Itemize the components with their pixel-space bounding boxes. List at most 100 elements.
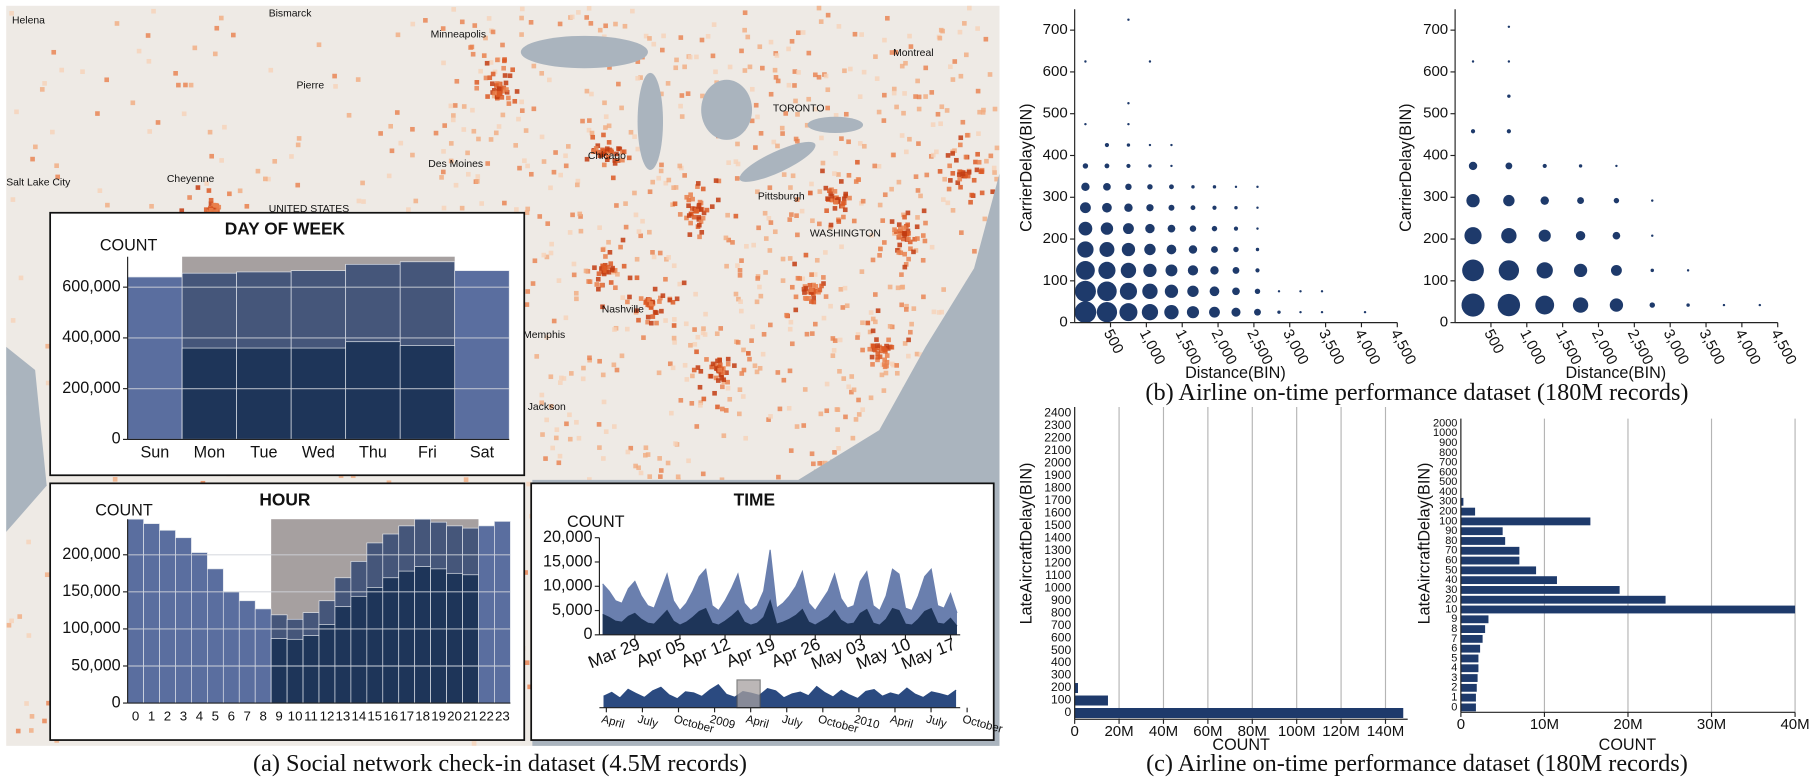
x-tick-label: 18 xyxy=(415,708,430,723)
heat-cell xyxy=(960,119,966,125)
heat-cell xyxy=(519,32,524,37)
heat-cell xyxy=(649,320,654,326)
heat-cell xyxy=(659,91,664,97)
heat-cell xyxy=(596,422,602,427)
heat-cell xyxy=(957,142,963,148)
heat-cell xyxy=(563,163,569,169)
heat-cell xyxy=(612,327,617,332)
heat-cell xyxy=(832,189,838,194)
heat-cell xyxy=(948,178,953,183)
bar xyxy=(1460,664,1479,673)
heat-cell xyxy=(633,212,639,218)
heat-cell xyxy=(916,141,921,146)
bubble xyxy=(1191,185,1195,189)
heat-cell xyxy=(206,188,212,193)
heat-cell xyxy=(510,67,515,73)
heat-cell xyxy=(994,145,1000,151)
heat-cell xyxy=(904,303,909,309)
bubble xyxy=(1758,303,1762,307)
heat-cell xyxy=(360,180,365,186)
heat-cell xyxy=(492,90,497,96)
heat-cell xyxy=(906,353,911,359)
bubble xyxy=(1141,304,1159,321)
heat-cell xyxy=(459,205,465,211)
heat-cell xyxy=(687,232,693,237)
heat-cell xyxy=(635,146,641,152)
bubble xyxy=(1212,205,1217,210)
heat-cell xyxy=(738,308,744,314)
heat-cell xyxy=(496,89,502,94)
heat-cell xyxy=(316,42,322,48)
heat-cell xyxy=(574,419,579,425)
heat-cell xyxy=(741,367,747,373)
heat-cell xyxy=(584,88,590,94)
heat-cell xyxy=(615,158,621,163)
heat-cell xyxy=(18,275,24,281)
heat-cell xyxy=(658,295,663,301)
heat-cell xyxy=(268,67,274,73)
heat-cell xyxy=(15,728,21,734)
heat-cell xyxy=(897,226,903,232)
heat-cell xyxy=(45,343,51,349)
heat-cell xyxy=(615,271,620,277)
heat-cell xyxy=(677,281,683,287)
heat-cell xyxy=(814,257,820,263)
heat-cell xyxy=(819,135,824,141)
heat-cell xyxy=(849,374,855,379)
heat-cell xyxy=(768,322,773,328)
bar xyxy=(236,347,292,440)
heat-cell xyxy=(652,286,658,292)
heat-cell xyxy=(608,148,614,154)
heat-cell xyxy=(565,144,571,149)
x-tick-label: 1,000 xyxy=(1136,326,1169,367)
heat-cell xyxy=(499,95,505,100)
x-tick-label: 3,000 xyxy=(1660,326,1693,367)
heat-cell xyxy=(875,351,881,356)
heat-cell xyxy=(723,408,729,413)
heat-cell xyxy=(881,362,887,367)
bubble xyxy=(1189,225,1197,232)
heat-cell xyxy=(726,160,732,166)
heat-cell xyxy=(857,141,863,146)
heat-cell xyxy=(478,68,483,74)
heat-cell xyxy=(559,375,564,381)
bubble xyxy=(1211,246,1218,253)
heat-cell xyxy=(867,346,873,352)
heat-cell xyxy=(195,185,201,190)
heat-cell xyxy=(332,73,337,79)
bubble xyxy=(1164,304,1179,320)
heat-cell xyxy=(812,321,818,327)
heat-cell xyxy=(992,106,998,112)
y-tick-label: 100 xyxy=(1439,515,1457,527)
heat-cell xyxy=(810,218,815,224)
bubble xyxy=(1686,269,1690,272)
heat-cell xyxy=(181,111,187,117)
heat-cell xyxy=(807,282,813,288)
bubble xyxy=(1168,204,1175,211)
y-tick-label: 2000 xyxy=(1433,417,1457,429)
heat-cell xyxy=(29,714,35,719)
heat-cell xyxy=(26,633,32,638)
heat-cell xyxy=(851,387,857,393)
area-line xyxy=(602,549,958,614)
heat-cell xyxy=(915,215,920,220)
heat-cell xyxy=(742,10,748,16)
heat-cell xyxy=(990,189,995,195)
heat-cell xyxy=(921,294,926,300)
heat-cell xyxy=(532,258,538,264)
heat-cell xyxy=(528,20,534,25)
heat-cell xyxy=(859,269,865,274)
bar xyxy=(222,591,240,704)
heat-cell xyxy=(684,215,689,221)
heat-cell xyxy=(727,64,733,70)
heat-cell xyxy=(880,218,886,223)
bar xyxy=(254,608,272,704)
heat-cell xyxy=(916,94,922,100)
y-tick-label: 0 xyxy=(1059,314,1067,331)
heat-cell xyxy=(692,342,698,347)
heat-cell xyxy=(874,337,879,342)
heat-cell xyxy=(501,85,507,91)
heat-cell xyxy=(893,49,899,55)
heat-cell xyxy=(451,113,456,118)
heat-cell xyxy=(697,384,703,390)
